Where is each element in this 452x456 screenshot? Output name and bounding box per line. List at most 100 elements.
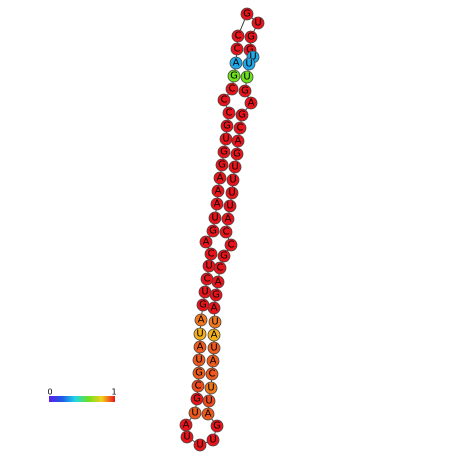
nucleotide-label: G [238, 110, 246, 121]
nucleotide-label: G [243, 9, 251, 20]
nucleotide [208, 211, 222, 225]
nucleotide [223, 199, 237, 213]
nucleotide-label: C [221, 95, 228, 106]
colorbar [49, 396, 115, 402]
nodes: AUGCGUAUAGUCUCAGUAAAGGUGCCCGACCGUGGUUUGA… [179, 7, 265, 452]
nucleotide-label: G [220, 147, 228, 158]
nucleotide-label: G [241, 86, 249, 97]
nucleotide [220, 119, 234, 133]
nucleotide [244, 30, 258, 44]
nucleotide [206, 433, 220, 447]
nucleotide-label: C [209, 369, 216, 380]
nucleotide [209, 288, 223, 302]
nucleotide-label: U [228, 188, 235, 199]
nucleotide-label: A [233, 58, 240, 69]
nucleotide [225, 82, 239, 96]
nucleotide-label: C [217, 263, 224, 274]
nucleotide [208, 315, 222, 329]
nucleotide-label: C [234, 44, 241, 55]
nucleotide [193, 340, 207, 354]
nucleotide-label: G [220, 251, 228, 262]
nucleotide-label: U [196, 440, 203, 451]
nucleotide-label: A [205, 409, 212, 420]
nucleotide [244, 96, 258, 110]
nucleotide [222, 106, 236, 120]
nucleotide [240, 70, 254, 84]
nucleotide-label: G [193, 394, 201, 405]
nucleotide-label: G [233, 149, 241, 160]
nucleotide [188, 406, 202, 420]
nucleotide-label: G [246, 45, 254, 56]
nucleotide [221, 212, 235, 226]
nucleotide [217, 93, 231, 107]
nucleotide-label: C [235, 31, 242, 42]
nucleotide-label: G [213, 421, 221, 432]
nucleotide-label: U [249, 52, 256, 63]
nucleotide-label: A [248, 98, 255, 109]
nucleotide-label: C [229, 84, 236, 95]
nucleotide [206, 224, 220, 238]
nucleotide [193, 438, 207, 452]
nucleotide-label: G [247, 32, 255, 43]
nucleotide-label: A [198, 315, 205, 326]
nucleotide [201, 407, 215, 421]
nucleotide [251, 16, 265, 30]
nucleotide [204, 381, 218, 395]
nucleotide [210, 419, 224, 433]
nucleotide [219, 225, 233, 239]
nucleotide [225, 186, 239, 200]
nucleotide-label: U [196, 329, 203, 340]
nucleotide [191, 379, 205, 393]
nucleotide-label: A [214, 199, 221, 210]
nucleotide-label: G [230, 71, 238, 82]
nucleotide [228, 160, 242, 174]
nucleotide-label: A [225, 214, 232, 225]
nucleotide [224, 238, 238, 252]
nucleotide-label: A [215, 277, 222, 288]
nucleotide [226, 173, 240, 187]
nucleotide-label: C [228, 240, 235, 251]
nucleotide [207, 328, 221, 342]
nucleotide [213, 261, 227, 275]
nucleotide [231, 29, 245, 43]
nucleotide-label: G [223, 121, 231, 132]
nucleotide [207, 341, 221, 355]
nucleotide [227, 69, 241, 83]
nucleotide [210, 197, 224, 211]
nucleotide-label: C [195, 381, 202, 392]
nucleotide-label: A [203, 237, 210, 248]
nucleotide [204, 247, 218, 261]
nucleotide [206, 354, 220, 368]
nucleotide-label: U [226, 201, 233, 212]
nucleotide [202, 394, 216, 408]
nucleotide [230, 147, 244, 161]
nucleotide-label: A [197, 342, 204, 353]
nucleotide-label: U [195, 355, 202, 366]
nucleotide [238, 84, 252, 98]
nucleotide-label: U [210, 343, 217, 354]
nucleotide-label: U [245, 59, 252, 70]
nucleotide-label: A [215, 186, 222, 197]
colorbar-min: 0 [47, 388, 52, 397]
nucleotide [180, 430, 194, 444]
nucleotide-label: A [211, 303, 218, 314]
nucleotide [230, 42, 244, 56]
nucleotide-label: A [235, 136, 242, 147]
nucleotide [205, 367, 219, 381]
nucleotide-label: A [210, 356, 217, 367]
nucleotide-label: U [209, 435, 216, 446]
nucleotide [194, 313, 208, 327]
nucleotide [235, 108, 249, 122]
nucleotide-label: C [223, 227, 230, 238]
nucleotide [217, 145, 231, 159]
colorbar-max: 1 [111, 388, 116, 397]
nucleotide-label: A [217, 173, 224, 184]
nucleotide [215, 158, 229, 172]
nucleotide-label: U [222, 134, 229, 145]
nucleotide [229, 56, 243, 70]
nucleotide-label: U [183, 432, 190, 443]
nucleotide-label: G [209, 226, 217, 237]
nucleotide-label: G [199, 300, 207, 311]
nucleotide-label: U [254, 18, 261, 29]
